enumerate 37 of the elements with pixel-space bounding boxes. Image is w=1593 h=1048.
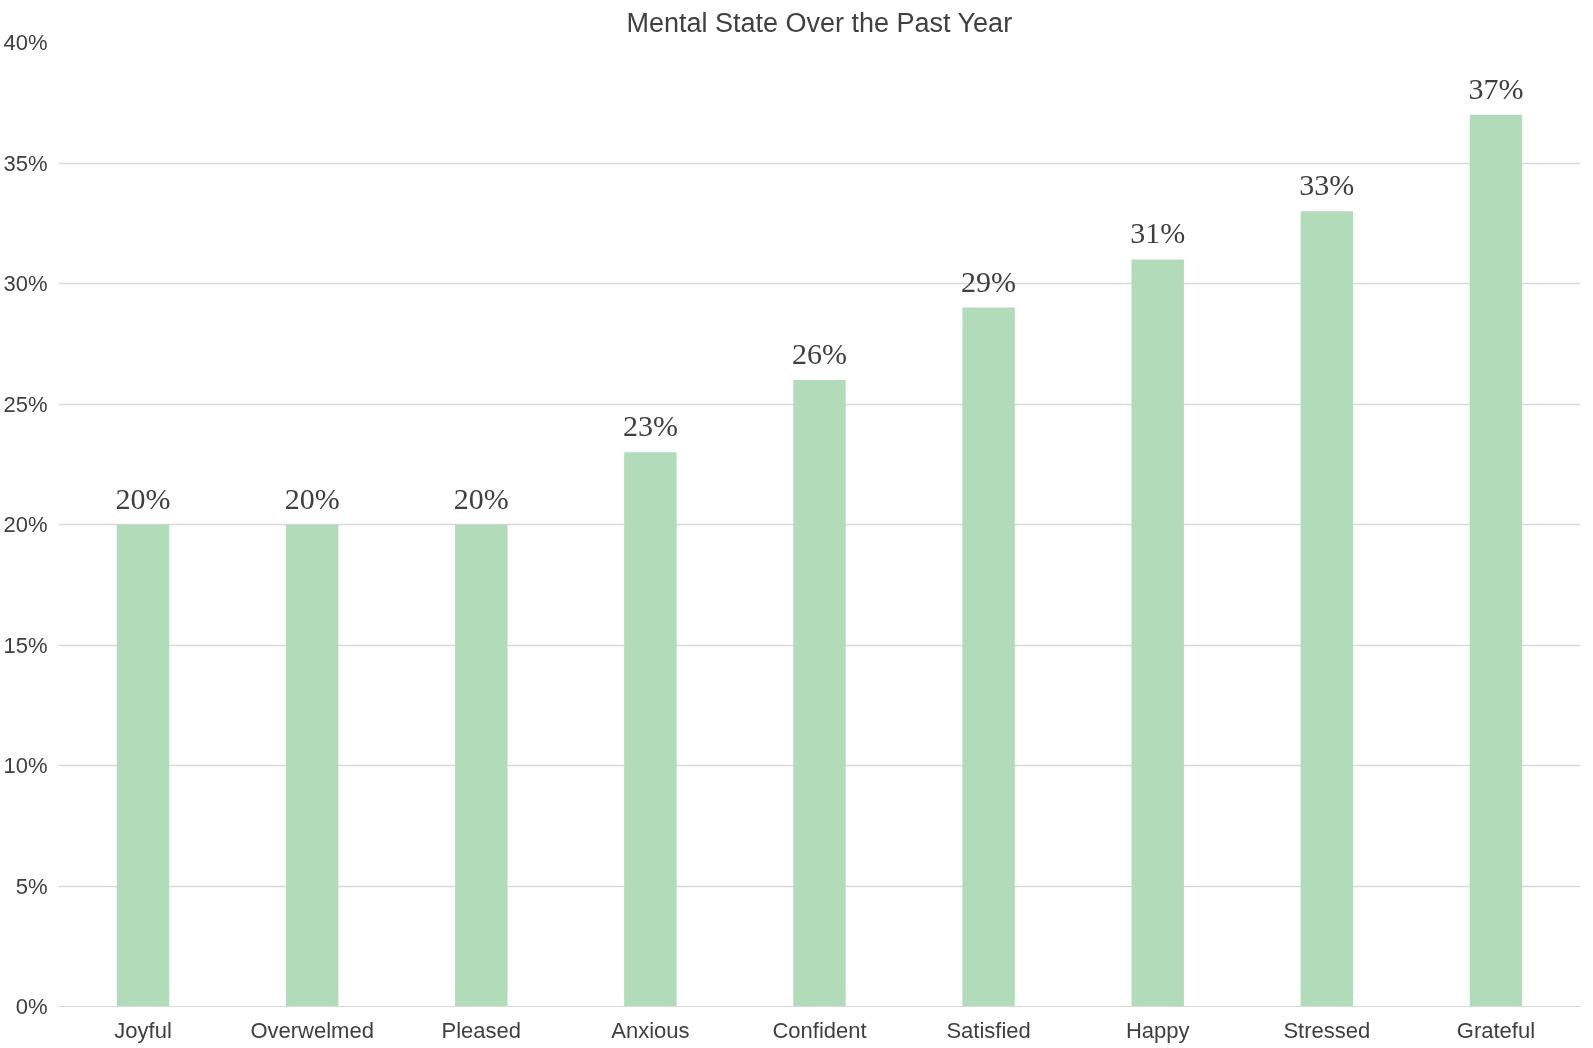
y-tick-label: 5% [15,873,48,899]
x-tick-label: Anxious [611,1017,690,1043]
y-tick-label: 30% [3,271,48,296]
y-tick-label: 35% [3,150,48,176]
x-tick-label: Pleased [441,1017,522,1043]
bar [285,524,339,1007]
bar [116,524,170,1007]
x-tick-label: Satisfied [946,1017,1031,1043]
y-tick-label: 20% [3,512,48,537]
bar [1300,211,1354,1007]
y-tick-label: 0% [15,994,48,1019]
x-tick-label: Happy [1125,1017,1190,1043]
bar [455,524,508,1007]
y-tick-label: 40% [3,30,48,55]
x-tick-label: Stressed [1283,1017,1371,1043]
data-label: 37% [1468,71,1524,105]
data-label: 20% [115,481,171,515]
data-label: 20% [284,481,340,515]
data-label: 23% [622,409,678,443]
bar [624,452,677,1007]
data-label: 26% [792,336,847,370]
data-label: 29% [961,264,1017,298]
x-tick-label: Overwelmed [250,1017,374,1043]
x-tick-label: Grateful [1456,1017,1536,1043]
bar [962,307,1015,1007]
bar [793,379,846,1007]
y-tick-label: 25% [3,391,48,417]
x-tick-label: Joyful [114,1017,172,1043]
y-tick-label: 15% [3,632,48,658]
x-tick-label: Confident [772,1017,867,1043]
data-label: 31% [1130,216,1186,250]
data-label: 20% [453,481,509,515]
bar [1131,259,1184,1007]
data-label: 33% [1299,168,1355,202]
y-tick-label: 10% [3,753,48,778]
chart-title: Mental State Over the Past Year [626,7,1013,38]
bar [1469,114,1523,1007]
